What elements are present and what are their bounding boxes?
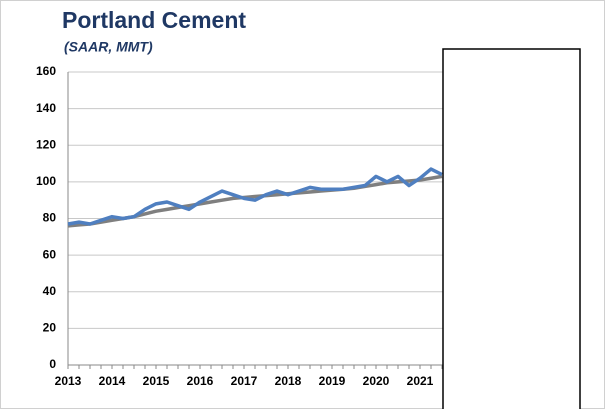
chart-subtitle: (SAAR, MMT) xyxy=(64,39,153,55)
x-tick-label: 2014 xyxy=(99,374,126,388)
blank-box xyxy=(442,48,581,409)
chart-title: Portland Cement xyxy=(62,7,246,33)
y-tick-label: 0 xyxy=(49,357,56,371)
y-tick-label: 20 xyxy=(43,321,57,335)
x-tick-label: 2018 xyxy=(275,374,302,388)
x-tick-label: 2019 xyxy=(319,374,346,388)
y-tick-label: 40 xyxy=(43,284,57,298)
x-tick-label: 2015 xyxy=(143,374,170,388)
y-tick-label: 140 xyxy=(36,101,56,115)
x-tick-label: 2016 xyxy=(187,374,214,388)
plot: 0 20 40 60 80 100 120 140 160 2013 2014 2015 2016 201… xyxy=(36,64,443,388)
x-tick-label: 2021 xyxy=(407,374,434,388)
x-tick-label: 2013 xyxy=(55,374,82,388)
x-tick-label: 2017 xyxy=(231,374,258,388)
series-line xyxy=(67,167,443,226)
y-tick-label: 120 xyxy=(36,137,56,151)
y-tick-label: 100 xyxy=(36,174,56,188)
y-tick-label: 60 xyxy=(43,247,57,261)
y-tick-label: 80 xyxy=(43,211,57,225)
y-tick-label: 160 xyxy=(36,64,56,78)
x-tick-label: 2020 xyxy=(363,374,390,388)
